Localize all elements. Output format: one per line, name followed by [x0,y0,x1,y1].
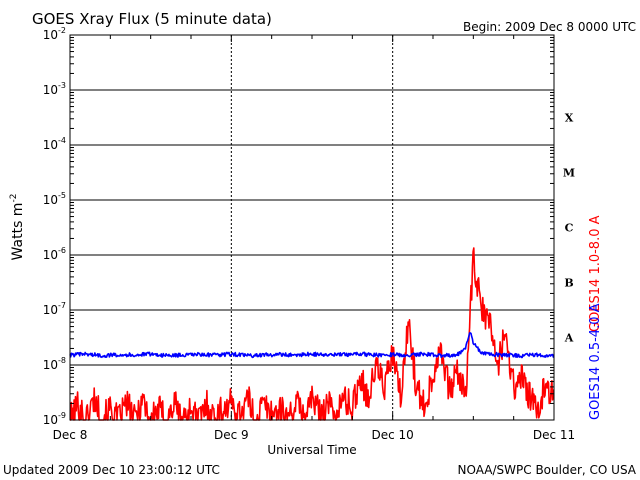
x-tick-label: Dec 11 [533,428,575,442]
axis-ticks [69,35,555,420]
legend-series-blue: GOES14 0.5-4.0 A [588,303,603,420]
x-tick-label: Dec 8 [53,428,88,442]
flare-class-labels: X M C B A [563,112,575,345]
y-tick-base: 10 [43,193,58,207]
grid-lines [70,35,554,420]
y-tick-labels: 10-210-310-410-510-610-710-810-9 [43,26,66,427]
y-tick-base: 10 [43,28,58,42]
y-tick-exponent: -6 [58,246,66,255]
y-tick-label: 10-4 [43,136,66,152]
y-tick-base: 10 [43,83,58,97]
plot-frame [69,34,555,421]
y-tick-exponent: -9 [58,411,66,420]
y-axis-label: Watts m-2 [9,194,26,261]
flare-class-label: C [565,222,574,235]
y-tick-exponent: -8 [58,356,66,365]
y-axis-label-group: Watts m-2 [9,194,26,261]
y-tick-base: 10 [43,248,58,262]
y-tick-base: 10 [43,138,58,152]
chart-title: GOES Xray Flux (5 minute data) [32,10,272,28]
y-tick-exponent: -2 [58,26,66,35]
y-tick-label: 10-2 [43,26,66,42]
series-line-red [69,247,555,421]
legend-red-group: GOES14 1.0-8.0 A [588,215,603,332]
x-tick-labels: Dec 8 Dec 9 Dec 10 Dec 11 [53,428,575,442]
y-tick-exponent: -5 [58,191,66,200]
y-axis-label-text: Watts m [10,203,26,261]
y-tick-label: 10-3 [43,81,66,97]
y-axis-label-exponent: -2 [9,194,19,203]
y-tick-label: 10-7 [43,301,66,317]
y-tick-base: 10 [43,358,58,372]
updated-timestamp: Updated 2009 Dec 10 23:00:12 UTC [3,463,220,477]
flare-class-label: X [565,112,574,125]
series-layer [69,247,555,421]
y-tick-base: 10 [43,413,58,427]
flare-class-label: B [564,277,573,290]
legend-blue-group: GOES14 0.5-4.0 A [588,303,603,420]
x-tick-label: Dec 10 [372,428,414,442]
y-tick-base: 10 [43,303,58,317]
y-tick-label: 10-8 [43,356,66,372]
flare-class-label: A [564,332,574,345]
y-tick-exponent: -4 [58,136,66,145]
y-tick-exponent: -3 [58,81,66,90]
legend-series-red: GOES14 1.0-8.0 A [588,215,603,332]
flare-class-label: M [563,167,575,180]
series-line-blue [69,332,555,359]
x-axis-label: Universal Time [267,443,356,457]
y-tick-exponent: -7 [58,301,66,310]
begin-label: Begin: 2009 Dec 8 0000 UTC [463,20,636,34]
y-tick-label: 10-6 [43,246,66,262]
y-tick-label: 10-9 [43,411,66,427]
credit-text: NOAA/SWPC Boulder, CO USA [458,463,637,477]
x-tick-label: Dec 9 [214,428,249,442]
y-tick-label: 10-5 [43,191,66,207]
